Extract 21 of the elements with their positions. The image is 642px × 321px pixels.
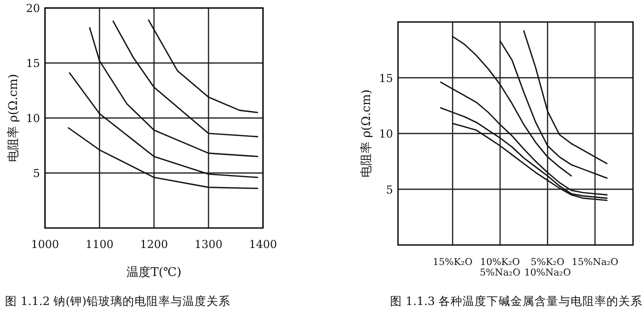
x-tick-label: 5%K₂O 10%Na₂O [524,257,572,278]
x-axis-title: 温度T(℃) [126,265,182,279]
x-tick-label: 1300 [194,238,222,251]
text: 图 1.1.2 钠(钾)铅玻璃的电阻率与温度关系 [5,294,231,308]
text: 图 1.1.3 各种温度下碱金属含量与电阻率的关系 [390,294,642,308]
x-tick-label: 1100 [86,238,114,251]
x-tick-label: 1000 [31,238,59,251]
y-tick-label: 20 [26,2,40,15]
y-tick-label: 5 [386,183,393,196]
y-tick-label: 5 [33,167,40,180]
y-tick-label: 15 [379,72,393,85]
y-tick-label: 15 [26,57,40,70]
x-tick-label: 15%Na₂O [572,257,619,268]
x-tick-label: 15%K₂O [432,257,473,268]
y-axis-title: 电阻率 ρ(Ω.cm) [359,89,373,178]
x-tick-label: 1200 [140,238,168,251]
y-axis-title: 电阻率 ρ(Ω.cm) [6,74,20,162]
y-tick-label: 10 [379,128,393,140]
x-tick-label: 1400 [249,238,277,251]
y-tick-label: 10 [26,112,40,125]
x-tick-label: 10%K₂O 5%Na₂O [480,257,521,278]
